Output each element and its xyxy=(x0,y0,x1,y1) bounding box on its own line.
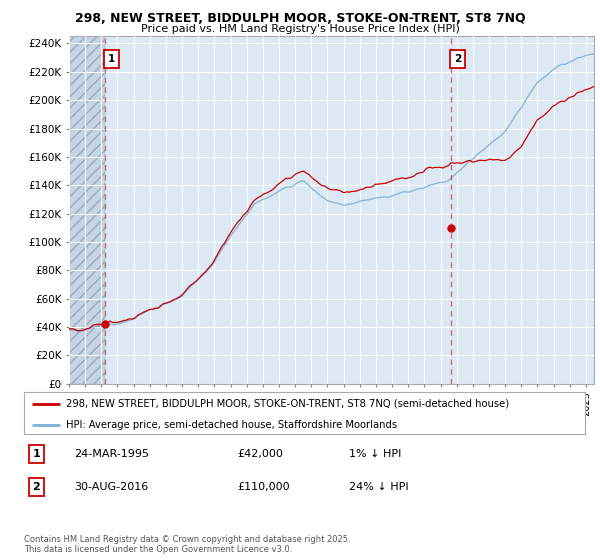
Text: 1% ↓ HPI: 1% ↓ HPI xyxy=(349,449,402,459)
Text: £110,000: £110,000 xyxy=(237,482,290,492)
Text: 2: 2 xyxy=(454,54,461,64)
Text: 24% ↓ HPI: 24% ↓ HPI xyxy=(349,482,409,492)
Text: 1: 1 xyxy=(32,449,40,459)
Text: 24-MAR-1995: 24-MAR-1995 xyxy=(74,449,149,459)
Text: 2: 2 xyxy=(32,482,40,492)
Text: 298, NEW STREET, BIDDULPH MOOR, STOKE-ON-TRENT, ST8 7NQ (semi-detached house): 298, NEW STREET, BIDDULPH MOOR, STOKE-ON… xyxy=(66,399,509,409)
Bar xyxy=(69,36,105,384)
Text: 298, NEW STREET, BIDDULPH MOOR, STOKE-ON-TRENT, ST8 7NQ: 298, NEW STREET, BIDDULPH MOOR, STOKE-ON… xyxy=(74,12,526,25)
Text: 30-AUG-2016: 30-AUG-2016 xyxy=(74,482,149,492)
Text: 1: 1 xyxy=(108,54,115,64)
Text: HPI: Average price, semi-detached house, Staffordshire Moorlands: HPI: Average price, semi-detached house,… xyxy=(66,420,397,430)
Text: Price paid vs. HM Land Registry's House Price Index (HPI): Price paid vs. HM Land Registry's House … xyxy=(140,24,460,34)
Text: £42,000: £42,000 xyxy=(237,449,283,459)
Bar xyxy=(69,36,105,384)
Text: Contains HM Land Registry data © Crown copyright and database right 2025.
This d: Contains HM Land Registry data © Crown c… xyxy=(24,535,350,554)
